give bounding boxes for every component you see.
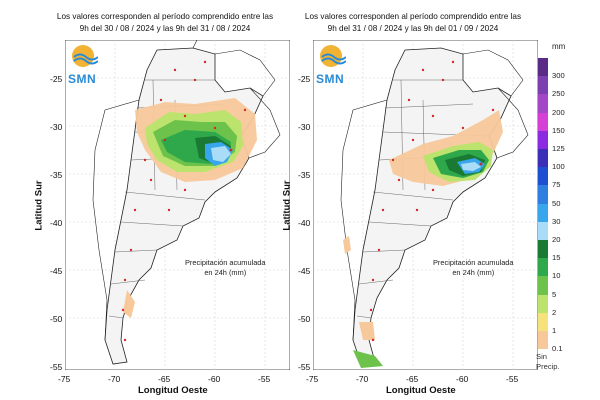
legend-label: 300 xyxy=(552,71,565,81)
legend-label: 150 xyxy=(552,125,565,135)
y-tick: -25 xyxy=(298,74,311,84)
legend-label: 5 xyxy=(552,289,557,299)
y-tick: -55 xyxy=(50,362,63,372)
legend-label: 125 xyxy=(552,144,565,153)
y-tick: -35 xyxy=(50,170,63,180)
y-tick: -25 xyxy=(50,74,63,84)
legend-label: 20 xyxy=(552,235,561,244)
x-axis-label: Longitud Oeste xyxy=(138,385,208,396)
legend-label: 10 xyxy=(552,271,561,281)
precip-areas xyxy=(343,110,503,368)
map-panel-right: Los valores corresponden al período comp… xyxy=(282,0,538,400)
sun-wave-icon xyxy=(320,45,347,67)
legend-unit: mm xyxy=(552,42,566,51)
y-tick: -45 xyxy=(50,266,63,276)
legend-swatch xyxy=(538,331,548,350)
legend-swatch xyxy=(538,258,548,277)
x-tick: -55 xyxy=(506,374,519,384)
y-tick: -30 xyxy=(298,122,311,132)
y-tick: -50 xyxy=(298,314,311,324)
x-tick: -75 xyxy=(58,374,71,384)
legend-swatch xyxy=(538,112,548,131)
map-caption: Precipitación acumulada en 24h (mm) xyxy=(185,258,266,277)
smn-logo: SMN xyxy=(68,42,112,88)
legend-swatch xyxy=(538,240,548,259)
x-tick: -70 xyxy=(356,374,369,384)
x-tick: -70 xyxy=(108,374,121,384)
station-markers xyxy=(369,60,495,342)
x-tick: -60 xyxy=(208,374,221,384)
legend-label: 0.1 xyxy=(552,344,563,354)
x-tick: -65 xyxy=(406,374,419,384)
x-tick: -55 xyxy=(258,374,271,384)
neighbor-borders xyxy=(340,49,529,341)
y-axis-label: Latitud Sur xyxy=(281,180,293,231)
legend-label: 75 xyxy=(552,180,561,190)
y-tick: -35 xyxy=(298,170,311,180)
smn-logo: SMN xyxy=(316,42,360,88)
legend-swatch xyxy=(538,221,548,240)
y-tick: -40 xyxy=(298,218,311,228)
legend-no-precip: Sin Precip. xyxy=(536,352,560,371)
y-tick: -50 xyxy=(50,314,63,324)
legend-swatch xyxy=(538,203,548,222)
x-tick: -65 xyxy=(158,374,171,384)
legend-swatch xyxy=(538,185,548,204)
y-tick: -55 xyxy=(298,362,311,372)
legend-swatch xyxy=(538,276,548,295)
legend-label: 100 xyxy=(552,162,565,172)
legend-label: 1 xyxy=(552,326,557,335)
station-markers xyxy=(121,60,247,342)
precipitation-map xyxy=(313,40,538,370)
y-tick: -30 xyxy=(50,122,63,132)
legend-label: 50 xyxy=(552,198,561,208)
precip-areas xyxy=(123,98,257,318)
map-panel-left: Los valores corresponden al período comp… xyxy=(34,0,290,400)
legend-label: 250 xyxy=(552,89,565,99)
precip-legend: mm 300 250 200 150 125 100 75 50 30 20 15 10 5 2 1 0.1 … xyxy=(534,38,600,378)
y-tick: -45 xyxy=(298,266,311,276)
legend-swatch xyxy=(538,312,548,331)
panel-title: Los valores corresponden al período comp… xyxy=(304,12,522,33)
legend-swatch xyxy=(538,167,548,186)
precipitation-map xyxy=(65,40,290,370)
y-tick: -40 xyxy=(50,218,63,228)
legend-swatch xyxy=(538,76,548,95)
x-tick: -60 xyxy=(456,374,469,384)
legend-swatch xyxy=(538,149,548,168)
legend-label: 30 xyxy=(552,216,561,226)
legend-label: 15 xyxy=(552,253,561,263)
x-tick: -75 xyxy=(306,374,319,384)
panel-title: Los valores corresponden al período comp… xyxy=(56,12,274,33)
y-axis-label: Latitud Sur xyxy=(33,180,45,231)
neighbor-borders xyxy=(92,40,281,341)
legend-label: 2 xyxy=(552,307,557,317)
legend-swatch xyxy=(538,294,548,313)
legend-swatch xyxy=(538,58,548,77)
map-caption: Precipitación acumulada en 24h (mm) xyxy=(433,258,514,277)
legend-swatch xyxy=(538,130,548,149)
legend-swatch xyxy=(538,94,548,113)
legend-label: 200 xyxy=(552,107,565,117)
sun-wave-icon xyxy=(72,45,99,67)
x-axis-label: Longitud Oeste xyxy=(386,385,456,396)
